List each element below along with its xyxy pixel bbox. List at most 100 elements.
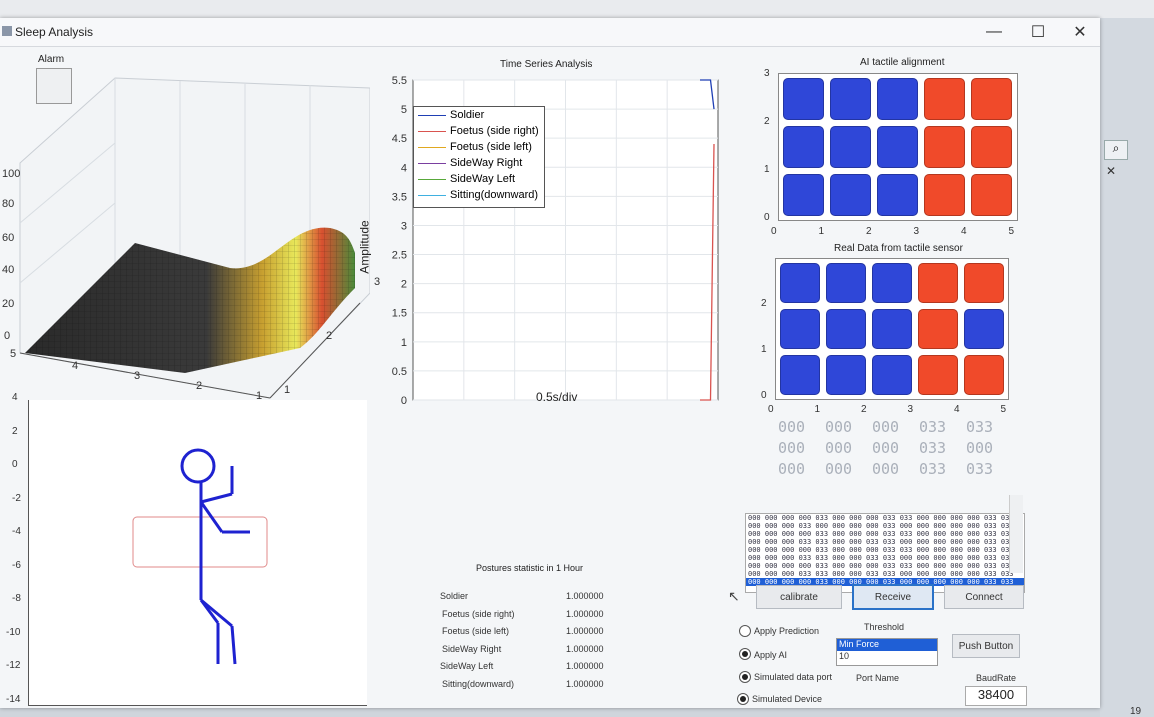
heatmap-cell (830, 126, 871, 168)
calibrate-button[interactable]: calibrate (756, 585, 842, 609)
heatmap-cell (964, 309, 1004, 349)
legend-swatch (418, 178, 446, 180)
statistics-value: 1.000000 (566, 678, 604, 689)
surface-z-tick: 40 (2, 264, 15, 276)
statistics-value: 1.000000 (566, 661, 604, 671)
apply-ai-radio[interactable] (739, 648, 751, 660)
sensor-digit: 000 (778, 460, 806, 478)
sensor-digit: 033 (966, 460, 994, 478)
time-series-title: Time Series Analysis (500, 59, 593, 70)
surface-z-tick: 100 (2, 168, 21, 180)
time-series-y-tick: 3.5 (392, 191, 407, 203)
posture-y-tick: 4 (12, 392, 18, 403)
close-icon[interactable]: ✕ (1106, 164, 1117, 178)
heatmap-cell (826, 263, 866, 303)
time-series-y-tick: 5 (401, 104, 407, 116)
list-item[interactable]: 000 000 000 000 033 000 000 000 033 033 … (748, 546, 1014, 554)
posture-y-tick: -10 (6, 626, 21, 638)
list-item[interactable]: 000 000 000 000 033 000 000 000 033 033 … (748, 562, 1014, 570)
time-series-y-tick: 1 (401, 337, 407, 349)
mouse-cursor-icon: ↖ (728, 588, 740, 604)
statistics-value: 1.000000 (566, 608, 604, 619)
list-item[interactable]: 000 000 000 033 033 000 000 033 033 000 … (748, 554, 1014, 562)
time-series-y-tick: 2 (401, 279, 407, 291)
sensor-digit: 000 (825, 460, 853, 478)
simulated-device-radio[interactable] (737, 693, 749, 705)
sensor-digit: 000 (825, 439, 853, 457)
posture-y-tick: -2 (12, 492, 21, 504)
heatmap-cell (971, 78, 1012, 120)
heatmap-x-tick: 2 (866, 226, 872, 237)
list-item[interactable]: 000 000 000 033 033 000 000 033 033 000 … (748, 538, 1014, 546)
baudrate-label: BaudRate (976, 673, 1017, 683)
surface-z-tick: 80 (2, 198, 15, 210)
apply-prediction-radio[interactable] (739, 625, 751, 637)
heatmap-cell (872, 355, 912, 395)
surface-x-tick: 2 (196, 380, 203, 392)
heatmap-cell (783, 126, 824, 168)
window-title: Sleep Analysis (15, 25, 94, 39)
sensor-digit: 000 (872, 460, 900, 478)
list-item[interactable]: 000 000 000 033 033 000 000 033 033 000 … (748, 570, 1014, 578)
time-series-y-tick: 4 (401, 162, 407, 174)
title-bar: Sleep Analysis — ☐ ✕ (0, 18, 1100, 47)
heatmap-cell (877, 78, 918, 120)
list-item[interactable]: 000 000 000 000 033 000 000 000 033 000 … (746, 578, 1024, 586)
heatmap-x-tick: 4 (954, 404, 960, 415)
heatmap-real (775, 258, 1009, 400)
receive-button[interactable]: Receive (852, 584, 934, 610)
heatmap-cell (924, 126, 965, 168)
sensor-digit: 000 (825, 418, 853, 436)
apply-prediction-label: Apply Prediction (754, 626, 820, 636)
list-item[interactable]: 000 000 000 000 033 000 000 000 033 033 … (748, 514, 1014, 522)
heatmap-cell (783, 174, 824, 216)
legend-swatch (418, 146, 446, 148)
legend-entry: Foetus (side left) (414, 139, 544, 155)
legend-entry: SideWay Right (414, 155, 544, 171)
list-item[interactable]: 000 000 000 033 000 000 000 000 033 000 … (748, 522, 1014, 530)
heatmap-cell (780, 263, 820, 303)
threshold-listbox[interactable]: Min Force 10 (836, 638, 938, 666)
posture-y-tick: 0 (12, 459, 18, 470)
legend-label: SideWay Right (450, 157, 523, 169)
legend-label: Foetus (side left) (450, 141, 532, 153)
surface-x-tick: 1 (256, 390, 263, 402)
heatmap-cell (826, 355, 866, 395)
sensor-digit: 033 (919, 439, 947, 457)
legend-label: SideWay Left (450, 173, 516, 185)
search-icon[interactable]: ⌕ (1104, 140, 1128, 160)
heatmap-y-tick: 1 (764, 164, 770, 175)
minimize-button[interactable]: — (986, 23, 1002, 40)
threshold-selected-item[interactable]: Min Force (837, 639, 937, 651)
list-scrollbar[interactable] (1009, 495, 1023, 573)
simulated-device-label: Simulated Device (752, 694, 823, 704)
statistics-label: Foetus (side left) (442, 626, 510, 636)
heatmap-y-tick: 0 (764, 212, 770, 223)
time-series-xlabel: 0.5s/div (536, 390, 578, 404)
taskbar-number: 19 (1130, 706, 1142, 717)
sensor-data-list[interactable]: 000 000 000 000 033 000 000 000 033 033 … (745, 513, 1025, 593)
time-series-y-tick: 4.5 (392, 133, 407, 145)
legend-label: Foetus (side right) (450, 125, 539, 137)
heatmap-x-tick: 0 (768, 404, 774, 415)
heatmap-y-tick: 1 (761, 344, 767, 355)
connect-button[interactable]: Connect (944, 585, 1024, 609)
close-button[interactable]: ✕ (1073, 24, 1087, 41)
sensor-digit: 033 (919, 460, 947, 478)
sensor-digit: 033 (919, 418, 947, 436)
sensor-digit: 000 (778, 439, 806, 457)
threshold-value-item[interactable]: 10 (839, 651, 850, 661)
simulated-port-radio[interactable] (739, 671, 751, 683)
sensor-digit: 000 (872, 418, 900, 436)
heatmap-x-tick: 3 (913, 226, 920, 237)
heatmap-x-tick: 4 (961, 226, 967, 237)
apply-ai-label: Apply AI (754, 650, 788, 660)
heatmap-ai-title: AI tactile alignment (860, 57, 945, 68)
push-button[interactable]: Push Button (952, 634, 1020, 658)
legend-swatch (418, 194, 446, 196)
time-series-line (700, 143, 715, 401)
baudrate-value[interactable]: 38400 (965, 686, 1027, 706)
maximize-button[interactable]: ☐ (1030, 24, 1046, 41)
heatmap-cell (964, 355, 1004, 395)
list-item[interactable]: 000 000 000 000 033 000 000 000 033 033 … (748, 530, 1014, 538)
